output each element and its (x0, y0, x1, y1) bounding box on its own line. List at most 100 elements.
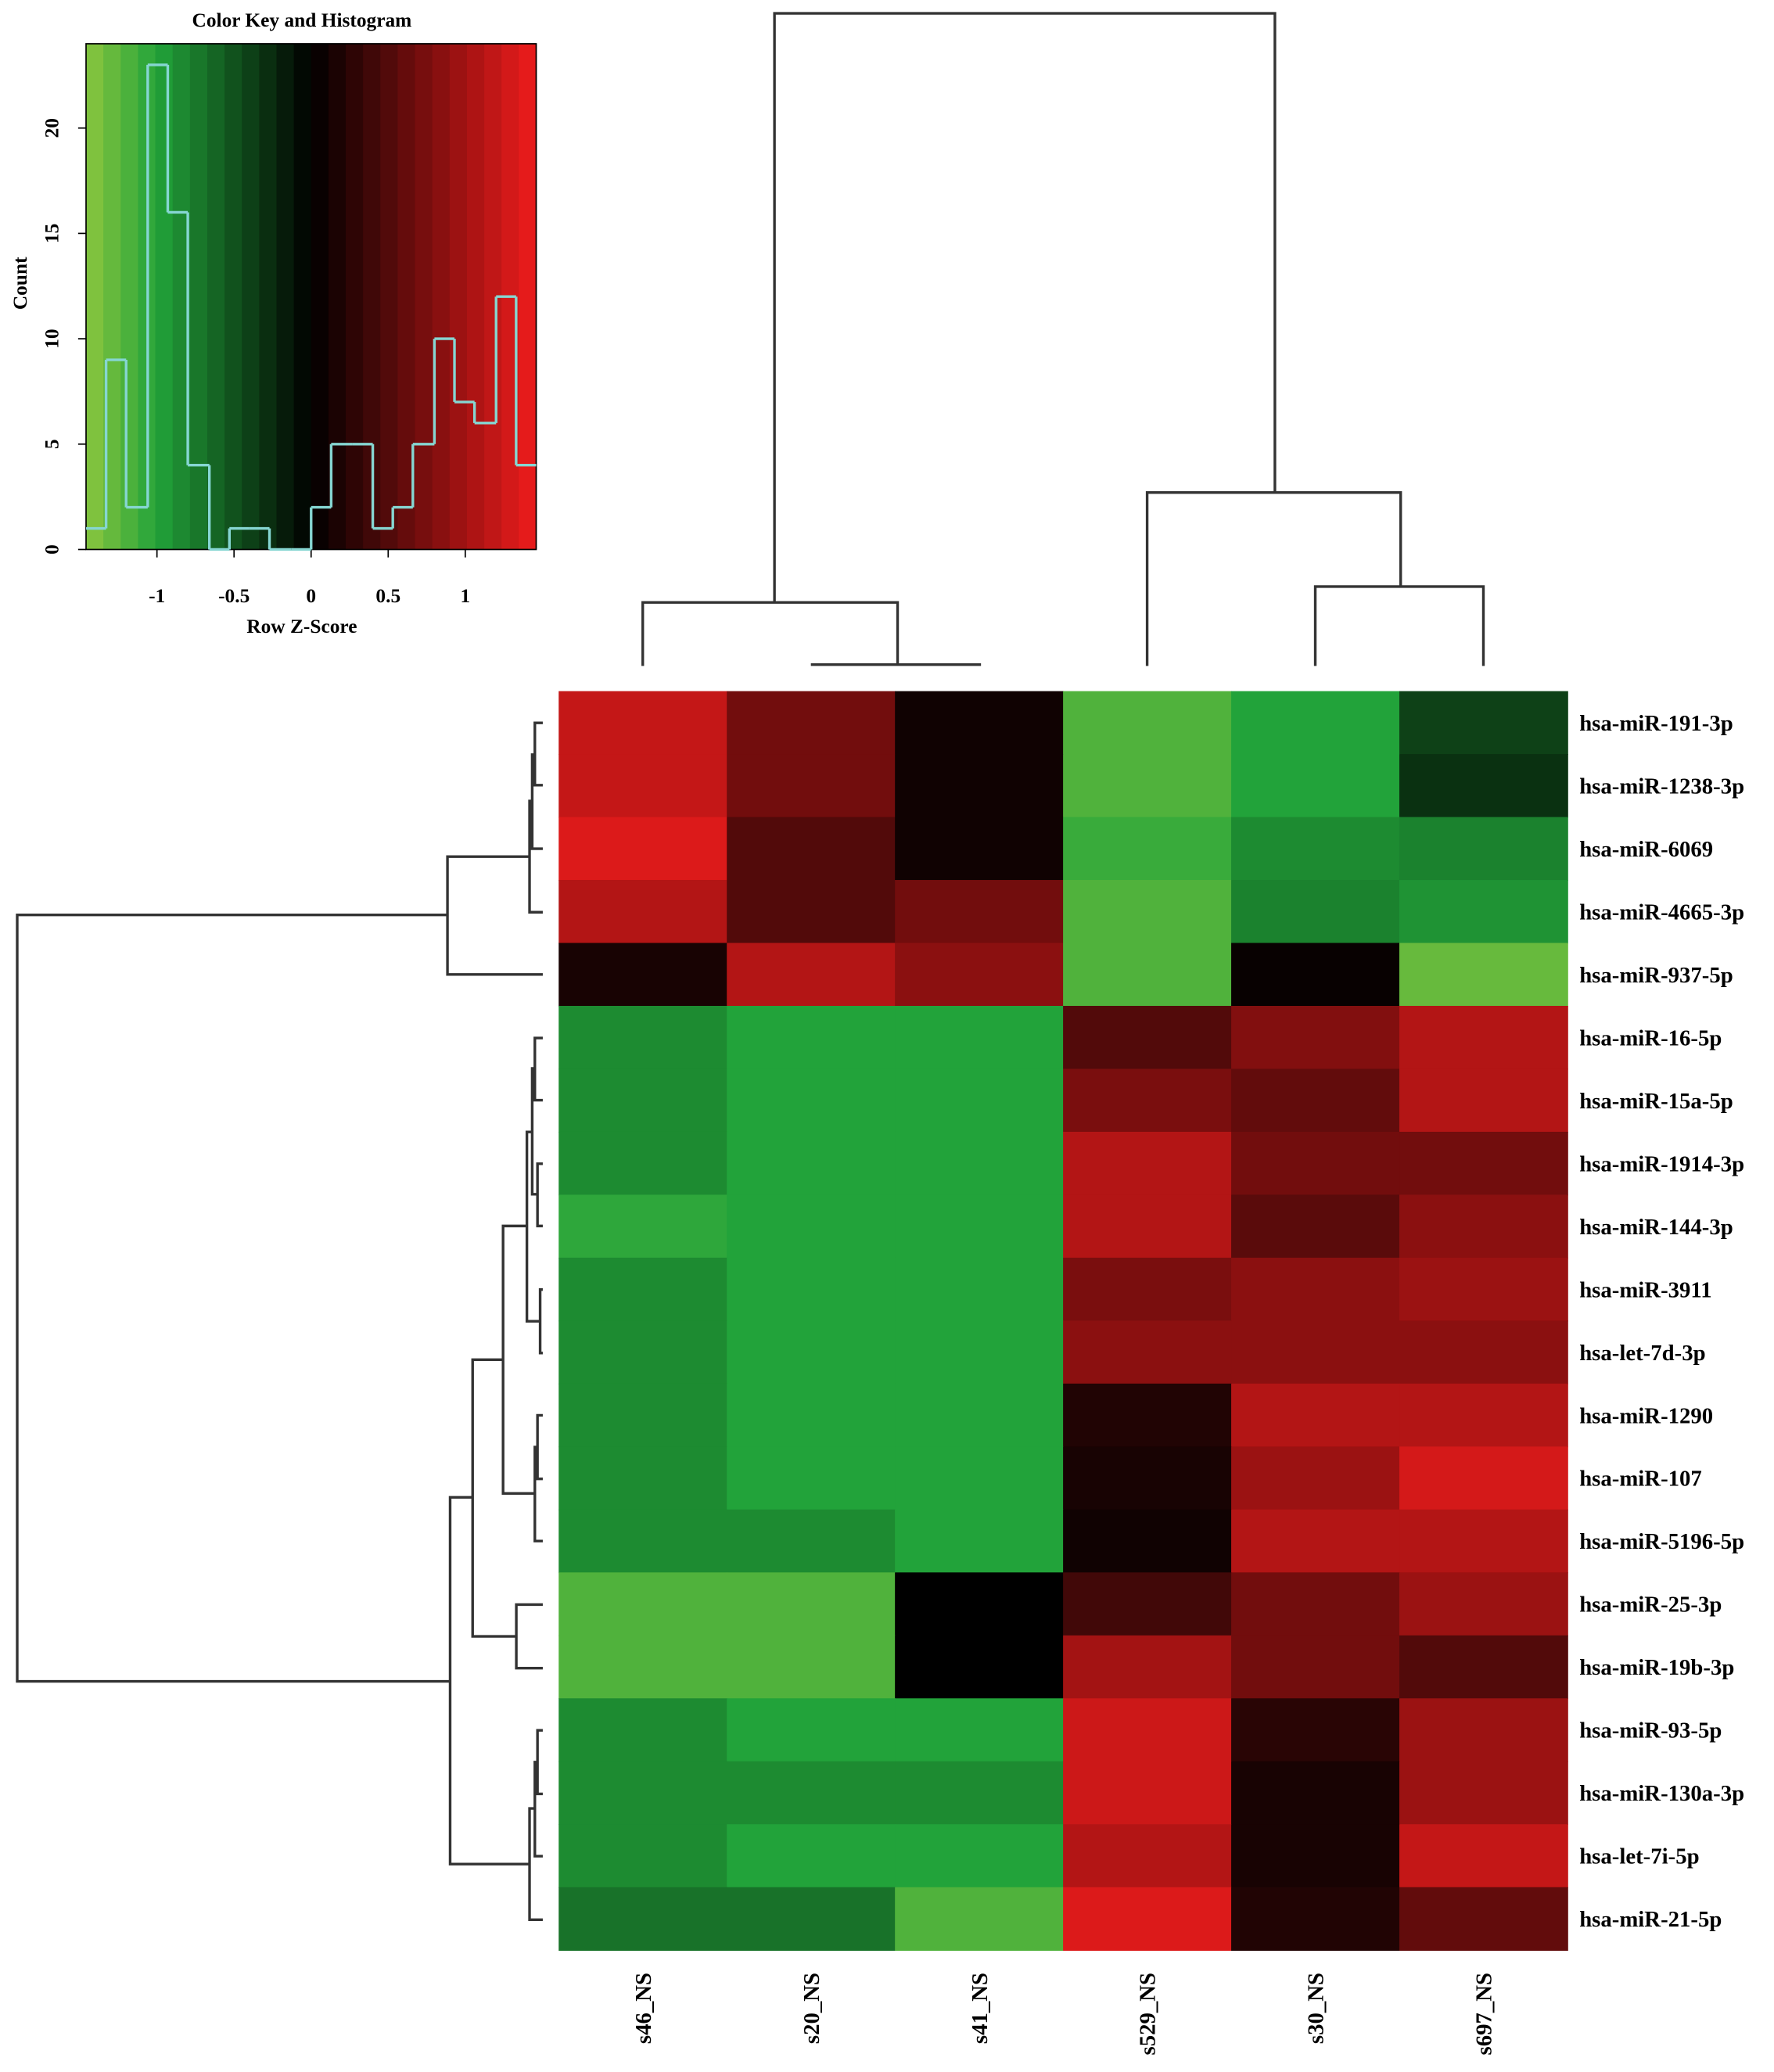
heatmap-cell (1231, 1068, 1400, 1133)
heatmap-cell (727, 817, 896, 881)
heatmap-cell (558, 1509, 728, 1574)
heatmap-cell (1231, 1383, 1400, 1448)
heatmap-cell (1063, 1257, 1232, 1322)
heatmap-cell (895, 1635, 1064, 1700)
key-title: Color Key and Histogram (192, 9, 412, 31)
y-tick-label: 20 (41, 118, 63, 138)
heatmap-cell (1399, 817, 1568, 881)
heatmap-cell (558, 1824, 728, 1888)
row-label: hsa-miR-15a-5p (1579, 1089, 1733, 1114)
heatmap-cell (895, 1068, 1064, 1133)
column-label: s697_NS (1472, 1973, 1497, 2055)
color-key-band (172, 43, 191, 550)
heatmap-cell (1231, 1887, 1400, 1952)
color-key-band (311, 43, 329, 550)
row-label: hsa-miR-16-5p (1579, 1025, 1722, 1050)
y-tick-label: 0 (41, 544, 63, 555)
heatmap-cell (727, 1131, 896, 1196)
heatmap-cell (1399, 1572, 1568, 1636)
heatmap-cell (1231, 1824, 1400, 1888)
heatmap-cell (895, 943, 1064, 1007)
heatmap-cell (1063, 1131, 1232, 1196)
heatmap-cell (895, 1005, 1064, 1070)
heatmap-cell (1399, 1068, 1568, 1133)
heatmap-cell (558, 1068, 728, 1133)
heatmap-cell (895, 1257, 1064, 1322)
heatmap-cell (727, 1320, 896, 1384)
heatmap-cell (1063, 1635, 1232, 1700)
heatmap-cell (1399, 1257, 1568, 1322)
heatmap-cell (727, 1635, 896, 1700)
heatmap-cell (1231, 1257, 1400, 1322)
row-label: hsa-miR-1290 (1579, 1403, 1713, 1428)
heatmap-cell (1399, 691, 1568, 755)
heatmap-cell (558, 817, 728, 881)
color-key-band (415, 43, 433, 550)
x-tick-label: -1 (149, 585, 165, 607)
heatmap-cell (727, 1761, 896, 1826)
heatmap-cell (558, 1194, 728, 1259)
row-label: hsa-miR-21-5p (1579, 1907, 1722, 1932)
heatmap-cell (895, 1761, 1064, 1826)
heatmap-cell (727, 1824, 896, 1888)
y-tick-label: 15 (41, 224, 63, 243)
heatmap-cell (558, 754, 728, 818)
heatmap-cell (727, 1698, 896, 1762)
heatmap-cell (895, 1509, 1064, 1574)
heatmap-cell (558, 1005, 728, 1070)
heatmap-cell (1063, 943, 1232, 1007)
row-label: hsa-miR-1238-3p (1579, 774, 1744, 799)
row-label: hsa-let-7d-3p (1579, 1341, 1705, 1366)
heatmap-cell (558, 1131, 728, 1196)
heatmap-cell (727, 1257, 896, 1322)
column-label: s41_NS (968, 1973, 993, 2044)
color-key-band (363, 43, 382, 550)
heatmap-cell (1399, 880, 1568, 944)
heatmap-cell (895, 1824, 1064, 1888)
heatmap-cell (1063, 754, 1232, 818)
heatmap-cell (1063, 1761, 1232, 1826)
color-key-band (293, 43, 312, 550)
heatmap-cell (1399, 1635, 1568, 1700)
heatmap-cell (727, 1194, 896, 1259)
color-key-band (432, 43, 451, 550)
column-dendrogram (641, 12, 1485, 666)
color-key-band (449, 43, 468, 550)
row-label: hsa-miR-3911 (1579, 1277, 1711, 1302)
color-key-band (103, 43, 122, 550)
color-key-band (519, 43, 537, 550)
color-key-band (189, 43, 208, 550)
heatmap-cell (1399, 1698, 1568, 1762)
heatmap-cell (558, 1572, 728, 1636)
row-label: hsa-miR-107 (1579, 1467, 1702, 1492)
heatmap-cell (895, 1887, 1064, 1952)
row-label: hsa-miR-25-3p (1579, 1593, 1722, 1618)
heatmap-cell (1063, 1194, 1232, 1259)
heatmap-cell (727, 880, 896, 944)
heatmap-cell (895, 1698, 1064, 1762)
heatmap-cell (1399, 1509, 1568, 1574)
color-key-band (328, 43, 347, 550)
heatmap-cell (727, 1383, 896, 1448)
heatmap-cell (895, 1572, 1064, 1636)
heatmap-cell (1399, 1383, 1568, 1448)
heatmap-cell (1063, 1068, 1232, 1133)
heatmap-cell (1231, 1761, 1400, 1826)
heatmap-cell (895, 817, 1064, 881)
heatmap-cell (727, 754, 896, 818)
heatmap-cell (1231, 1194, 1400, 1259)
row-label: hsa-miR-191-3p (1579, 711, 1733, 736)
heatmap-cell (1231, 1572, 1400, 1636)
color-key-band (242, 43, 260, 550)
heatmap-cell (895, 1383, 1064, 1448)
heatmap-cell (895, 754, 1064, 818)
heatmap-cell (1399, 943, 1568, 1007)
column-label: s529_NS (1136, 1973, 1161, 2056)
row-dendrogram (16, 721, 543, 1921)
heatmap-cell (1063, 1824, 1232, 1888)
color-key-band (397, 43, 416, 550)
heatmap-cell (558, 1761, 728, 1826)
heatmap-cell (727, 1005, 896, 1070)
heatmap-cell (727, 1446, 896, 1510)
heatmap-cell (727, 1572, 896, 1636)
